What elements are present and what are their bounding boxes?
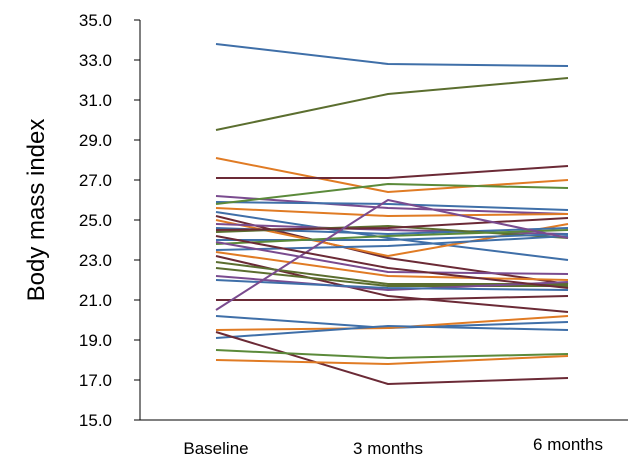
series-line — [216, 233, 569, 241]
series-line — [215, 355, 569, 365]
x-category-label: 6 months — [533, 435, 603, 454]
y-tick-label: 33.0 — [79, 51, 112, 70]
x-axis-category-labels: Baseline 3 months 6 months — [183, 435, 603, 458]
x-category-label: 3 months — [353, 439, 423, 458]
series-line — [215, 241, 569, 275]
y-tick-label: 31.0 — [79, 91, 112, 110]
y-tick-label: 35.0 — [79, 11, 112, 30]
y-axis-tick-labels: 15.0 17.0 19.0 21.0 23.0 25.0 27.0 29.0 31.0 33.0… — [79, 11, 112, 430]
y-tick-label: 29.0 — [79, 131, 112, 150]
y-tick-label: 15.0 — [79, 411, 112, 430]
series-line — [215, 217, 569, 231]
y-axis-ticks — [134, 19, 140, 421]
series-line — [215, 331, 569, 385]
y-tick-label: 17.0 — [79, 371, 112, 390]
series-line — [215, 201, 569, 211]
series-line — [215, 229, 569, 245]
y-tick-label: 27.0 — [79, 171, 112, 190]
series-lines — [215, 43, 569, 385]
y-axis-title: Body mass index — [23, 119, 50, 302]
series-line — [215, 349, 569, 359]
series-line — [215, 43, 569, 67]
series-line — [215, 251, 569, 281]
series-line — [215, 279, 569, 291]
series-line — [216, 165, 569, 179]
x-category-label: Baseline — [183, 439, 248, 458]
series-line — [215, 77, 569, 131]
series-line — [215, 199, 569, 311]
series-line — [215, 325, 569, 339]
series-line — [216, 295, 569, 301]
series-line — [215, 195, 569, 215]
series-line — [215, 211, 569, 261]
series-line — [215, 235, 569, 289]
series-line — [215, 235, 569, 251]
series-line — [215, 275, 569, 291]
series-line — [215, 207, 569, 217]
y-tick-label: 25.0 — [79, 211, 112, 230]
y-tick-label: 23.0 — [79, 251, 112, 270]
y-tick-label: 19.0 — [79, 331, 112, 350]
series-line — [215, 157, 569, 193]
series-line — [215, 315, 569, 331]
y-tick-label: 21.0 — [79, 291, 112, 310]
series-line — [215, 183, 569, 205]
